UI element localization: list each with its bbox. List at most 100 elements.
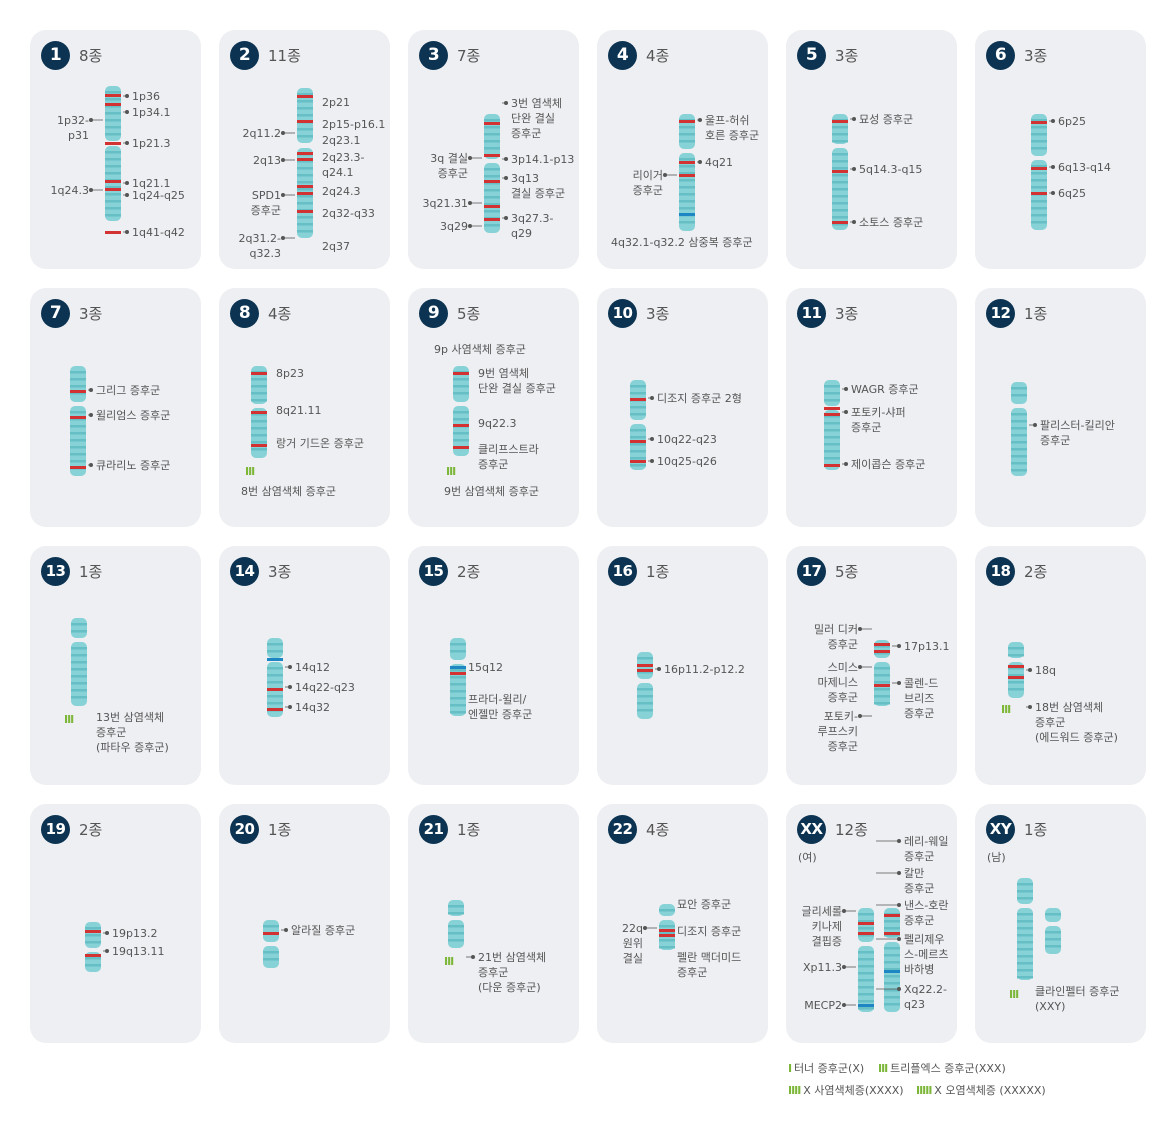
chromosome-stripe <box>637 657 653 660</box>
leader-dot <box>650 437 654 441</box>
band-marker <box>630 440 646 443</box>
chromosome-stripe <box>884 982 900 985</box>
chromosome-figure <box>842 839 901 1012</box>
chromosome-stripe <box>450 704 466 707</box>
chromosome-stripe <box>1008 688 1024 691</box>
chromosome-card-7: 7 3종 그리그 증후군 윌리엄스 증후군 큐라리노 증후군 <box>30 288 201 527</box>
chromosome-number-badge: XX <box>797 815 826 844</box>
syndrome-count: 2종 <box>79 821 103 839</box>
leader-dot <box>105 949 109 953</box>
chromosome-stripe <box>630 443 646 446</box>
chromosome-card-10: 10 3종 디조지 증후군 2형 10q22-q23 10q25-q26 <box>597 288 768 527</box>
chromosome-card-15: 15 2종 15q12 프라더-윌리/엔젤만 증후군 <box>408 546 579 785</box>
chromosome-stripe <box>659 925 675 928</box>
chromosome-stripe <box>630 406 646 409</box>
chromosome-stripe <box>297 107 313 110</box>
chromosome-stripe <box>630 429 646 432</box>
trisomy-icon: III <box>64 713 74 726</box>
chromosome-card-11: 11 3종 WAGR 증후군 포토키-샤퍼 증후군 제이콥슨 증후군 <box>786 288 957 527</box>
chromosome-stripe <box>484 210 500 213</box>
chromosome-figure <box>1008 642 1032 709</box>
band-label: 묘성 증후군 <box>859 113 914 126</box>
band-marker <box>1031 192 1047 195</box>
band-label: 3q 결실 증후군 <box>430 152 468 180</box>
band-marker <box>484 122 500 125</box>
band-marker <box>484 218 500 221</box>
leader-dot <box>468 201 472 205</box>
band-marker <box>679 161 695 164</box>
leader-dot <box>125 193 129 197</box>
band-label: 2p15-p16.1 <box>322 118 386 131</box>
leader-dot <box>643 926 647 930</box>
chromosome-stripe <box>1008 667 1024 670</box>
band-label: 레리-웨일 증후군 <box>904 835 949 863</box>
band-marker <box>450 672 466 675</box>
band-label: 8q21.11 <box>276 404 322 417</box>
band-label: 제이콥슨 증후군 <box>851 458 926 471</box>
chromosome-stripe <box>832 160 848 163</box>
chromosome-stripe <box>630 436 646 439</box>
chromosome-stripe <box>1011 455 1027 458</box>
band-label: 1q21.1 <box>132 177 171 190</box>
chromosome-card-6: 6 3종 6p25 6q13-q14 6q25 <box>975 30 1146 269</box>
chromosome-arm <box>679 153 695 231</box>
chromosome-stripe <box>105 133 121 136</box>
chromosome-stripe <box>267 650 283 653</box>
chromosome-number-badge: 10 <box>608 299 637 328</box>
band-marker <box>884 932 900 935</box>
chromosome-stripe <box>297 223 313 226</box>
chromosome-stripe <box>679 207 695 210</box>
chromosome-figure <box>281 88 313 240</box>
band-marker <box>484 154 500 157</box>
band-marker <box>832 170 848 173</box>
chromosome-stripe <box>1017 913 1033 916</box>
chromosome-stripe <box>297 195 313 198</box>
band-marker <box>824 464 840 467</box>
chromosome-stripe <box>70 460 86 463</box>
band-label: 9번 삼염색체 증후군 <box>444 485 539 498</box>
chromosome-stripe <box>484 133 500 136</box>
leader-dot <box>650 396 654 400</box>
chromosome-stripe <box>884 996 900 999</box>
chromosome-stripe <box>453 411 469 414</box>
band-label: 3번 염색체 단완 결실 증후군 <box>511 97 562 140</box>
syndrome-count: 4종 <box>646 47 670 65</box>
chromosome-stripe <box>637 709 653 712</box>
chromosome-stripe <box>659 939 675 942</box>
chromosome-number-badge: 1 <box>41 41 70 70</box>
chromosome-number-badge: 21 <box>419 815 448 844</box>
chromosome-stripe <box>1011 427 1027 430</box>
band-label: 2q32-q33 <box>322 207 375 220</box>
chromosome-stripe <box>1011 434 1027 437</box>
chromosome-stripe <box>1011 448 1027 451</box>
leader-dot <box>105 931 109 935</box>
chromosome-stripe <box>679 193 695 196</box>
band-label: 밀러 디커 증후군 <box>814 623 858 651</box>
chromosome-stripe <box>450 683 466 686</box>
leader-dot <box>650 459 654 463</box>
band-label: 글리세롤 키나제 결핍증 <box>801 905 842 948</box>
band-label: 큐라리노 증후군 <box>96 459 171 472</box>
band-label: 14q32 <box>295 701 330 714</box>
syndrome-count: 4종 <box>646 821 670 839</box>
band-label: 묘안 증후군 <box>677 898 732 911</box>
band-label: 포토키-샤퍼 증후군 <box>851 406 906 434</box>
legend-text: 터너 증후군(X) <box>793 1062 865 1075</box>
chromosome-figure <box>70 366 93 476</box>
chromosome-stripe <box>70 432 86 435</box>
legend-text: X 사염색체증(XXXX) <box>803 1084 904 1097</box>
leader-dot <box>663 173 667 177</box>
chromosome-stripe <box>453 418 469 421</box>
chromosome-figure <box>637 652 661 719</box>
leader-dot <box>1051 191 1055 195</box>
band-label: 1q24-q25 <box>132 189 185 202</box>
chromosome-stripe <box>484 147 500 150</box>
band-label: 1p34.1 <box>132 106 171 119</box>
band-label: 스미스 마제니스 증후군 <box>817 661 858 704</box>
chromosome-stripe <box>679 221 695 224</box>
chromosome-figure <box>71 618 87 706</box>
leader-dot <box>89 188 93 192</box>
leader-dot <box>284 928 288 932</box>
chromosome-stripe <box>267 695 283 698</box>
band-marker <box>105 142 121 145</box>
